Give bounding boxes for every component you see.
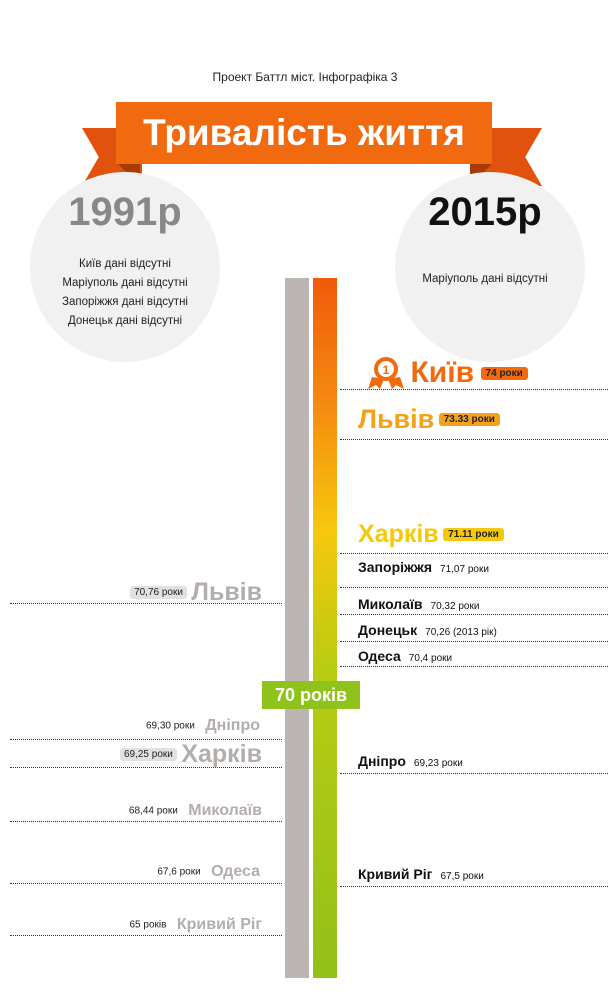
city-2015: Донецьк [358, 622, 418, 638]
city-1991: Кривий Ріг [176, 916, 262, 933]
leader-line [10, 935, 282, 936]
leader-line [340, 886, 608, 887]
city-2015: Запоріжжя [358, 559, 433, 575]
page-title: Тривалість життя [116, 102, 492, 164]
bar-2015 [313, 278, 337, 978]
leader-line [10, 767, 282, 768]
city-1991: Дніпро [205, 717, 260, 734]
leader-line [10, 821, 282, 822]
note-1991: Маріуполь дані відсутні [62, 277, 188, 289]
rank-1991-kharkiv: 69,25 роки Харків [119, 740, 262, 769]
rank-2015-lviv: Львів 73.33 роки [358, 404, 500, 435]
value-1991: 68,44 роки [128, 805, 178, 817]
note-1991: Київ дані відсутні [79, 258, 171, 270]
medal-icon: 1 [368, 357, 404, 389]
circle-2015 [395, 172, 585, 362]
bar-1991 [285, 278, 309, 978]
rank-1991-lviv: 70,76 роки Львів [130, 578, 262, 607]
value-1991: 69,30 роки [145, 720, 195, 732]
city-2015-kharkiv: Харків [358, 520, 439, 548]
leader-line [10, 883, 282, 884]
notes-1991: Київ дані відсутні Маріуполь дані відсут… [30, 255, 220, 331]
value-1991: 69,25 роки [119, 748, 177, 761]
leader-line [340, 666, 608, 667]
leader-line [340, 587, 608, 588]
city-2015-lviv: Львів [358, 404, 435, 434]
leader-line [340, 773, 608, 774]
leader-line [10, 603, 282, 604]
year-1991-label: 1991р [68, 190, 182, 234]
city-1991: Львів [191, 578, 262, 606]
rank-2015-kryvyi-rih: Кривий Ріг 67,5 роки [358, 866, 484, 884]
threshold-70-label: 70 років [262, 681, 360, 709]
city-1991: Одеса [211, 863, 260, 880]
value-1991: 65 років [129, 919, 167, 931]
value-1991: 70,76 роки [130, 586, 187, 599]
rank-2015-donetsk: Донецьк 70,26 (2013 рік) [358, 622, 497, 640]
rank-2015-mykolaiv: Миколаїв 70,32 роки [358, 596, 479, 614]
city-2015-kyiv: Київ [410, 356, 475, 389]
value-1991: 67,6 роки [157, 866, 201, 878]
value-2015-kharkiv: 71.11 роки [443, 528, 504, 541]
rank-2015-zaporizhzhia: Запоріжжя 71,07 роки [358, 559, 489, 577]
value-2015: 70,32 роки [430, 601, 480, 612]
value-2015: 67,5 роки [440, 871, 484, 882]
city-1991: Миколаїв [188, 802, 262, 819]
rank-1991-dnipro: 69,30 роки Дніпро [146, 717, 260, 735]
note-1991: Донецьк дані відсутні [67, 315, 183, 327]
city-2015: Одеса [358, 648, 401, 664]
city-2015: Миколаїв [358, 596, 423, 612]
circle-1991 [30, 172, 220, 362]
rank-2015-kharkiv: Харків 71.11 роки [358, 520, 504, 549]
rank-2015-kyiv: 1 Київ 74 роки [366, 355, 528, 391]
leader-line [340, 389, 608, 390]
value-2015-lviv: 73.33 роки [438, 413, 500, 426]
leader-line [340, 553, 608, 554]
value-2015-kyiv: 74 роки [480, 366, 528, 380]
leader-line [340, 439, 608, 440]
city-2015: Дніпро [358, 753, 406, 769]
leader-line [10, 739, 282, 740]
leader-line [340, 641, 608, 642]
value-2015: 70,4 роки [408, 653, 453, 664]
note-1991: Запоріжжя дані відсутні [62, 296, 188, 308]
rank-1991-kryvyi-rih: 65 років Кривий Ріг [130, 916, 263, 934]
year-2015-label: 2015р [428, 190, 542, 234]
note-2015: Маріуполь дані відсутні [422, 273, 548, 285]
rank-2015-dnipro: Дніпро 69,23 роки [358, 753, 463, 771]
rank-2015-odesa: Одеса 70,4 роки [358, 648, 452, 666]
rank-1991-mykolaiv: 68,44 роки Миколаїв [129, 802, 262, 820]
value-2015: 71,07 роки [440, 564, 489, 575]
value-2015: 70,26 (2013 рік) [425, 627, 497, 638]
rank-number: 1 [383, 363, 390, 377]
rank-1991-odesa: 67,6 роки Одеса [157, 863, 260, 881]
city-2015: Кривий Ріг [358, 866, 433, 882]
subtitle: Проект Баттл міст. Інфографіка 3 [212, 70, 398, 84]
leader-line [340, 614, 608, 615]
value-2015: 69,23 роки [413, 758, 463, 769]
city-1991: Харків [181, 740, 262, 768]
